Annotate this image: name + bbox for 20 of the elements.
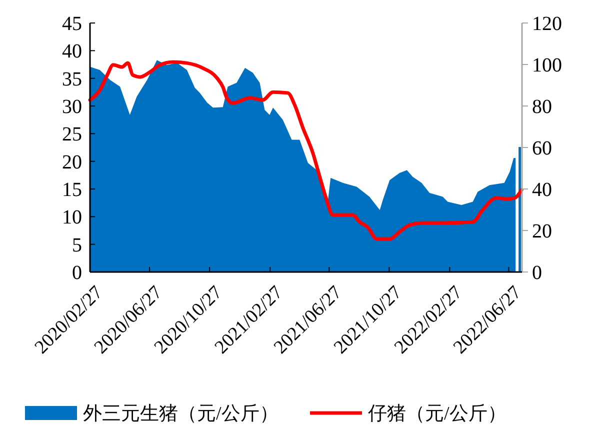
y2-tick-label: 40 bbox=[532, 179, 552, 201]
y-tick-label: 20 bbox=[62, 151, 82, 174]
legend-label: 外三元生猪（元/公斤） bbox=[83, 404, 278, 425]
y2-tick-label: 20 bbox=[532, 220, 552, 242]
y-tick-label: 30 bbox=[62, 96, 82, 118]
y2-tick-label: 120 bbox=[532, 13, 562, 35]
y-tick-label: 45 bbox=[62, 13, 82, 35]
y2-tick-label: 0 bbox=[532, 262, 542, 284]
y2-tick-label: 60 bbox=[532, 138, 552, 160]
y-tick-label: 25 bbox=[62, 124, 82, 146]
y-tick-label: 0 bbox=[72, 262, 82, 284]
y-tick-label: 10 bbox=[62, 206, 82, 229]
y-tick-label: 5 bbox=[72, 234, 82, 256]
legend-label: 仔猪（元/公斤） bbox=[368, 404, 506, 425]
y-tick-label: 15 bbox=[62, 179, 82, 201]
y-tick-label: 35 bbox=[62, 68, 82, 90]
y2-tick-label: 80 bbox=[532, 96, 552, 118]
line-series bbox=[88, 60, 524, 241]
y2-tick-label: 100 bbox=[532, 54, 562, 76]
y-tick-label: 40 bbox=[62, 40, 82, 63]
